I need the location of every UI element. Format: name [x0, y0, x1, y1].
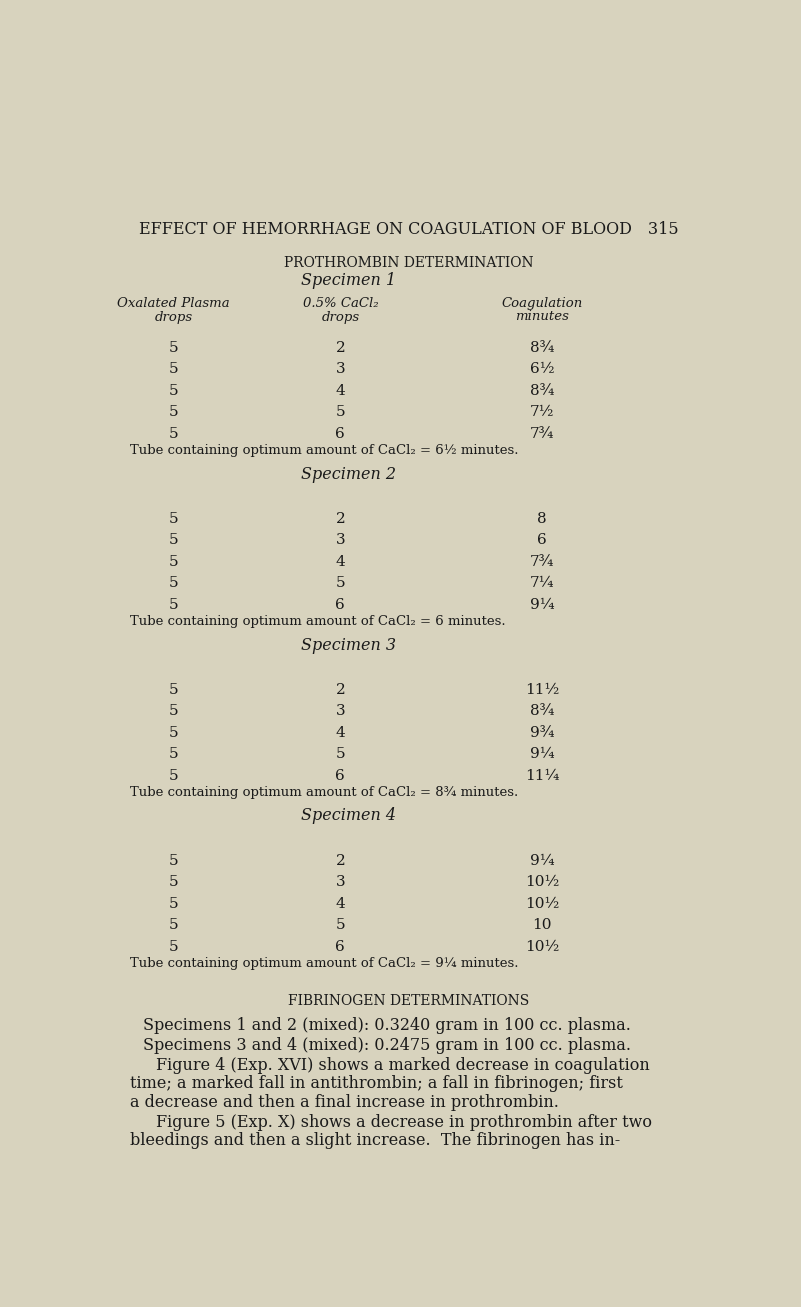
- Text: a decrease and then a final increase in prothrombin.: a decrease and then a final increase in …: [130, 1094, 558, 1111]
- Text: 5: 5: [169, 405, 179, 420]
- Text: 5: 5: [169, 362, 179, 376]
- Text: Tube containing optimum amount of CaCl₂ = 6½ minutes.: Tube containing optimum amount of CaCl₂ …: [130, 444, 518, 457]
- Text: 5: 5: [169, 427, 179, 440]
- Text: 5: 5: [169, 576, 179, 591]
- Text: 5: 5: [169, 555, 179, 569]
- Text: 6: 6: [336, 599, 345, 612]
- Text: 9¾: 9¾: [529, 725, 554, 740]
- Text: FIBRINOGEN DETERMINATIONS: FIBRINOGEN DETERMINATIONS: [288, 993, 529, 1008]
- Text: 8¾: 8¾: [529, 704, 554, 719]
- Text: 2: 2: [336, 853, 345, 868]
- Text: 2: 2: [336, 682, 345, 697]
- Text: Coagulation: Coagulation: [501, 297, 582, 310]
- Text: 6: 6: [537, 533, 547, 548]
- Text: 7¾: 7¾: [529, 427, 554, 440]
- Text: Tube containing optimum amount of CaCl₂ = 8¾ minutes.: Tube containing optimum amount of CaCl₂ …: [130, 787, 517, 800]
- Text: 5: 5: [169, 748, 179, 762]
- Text: 5: 5: [169, 599, 179, 612]
- Text: 3: 3: [336, 704, 345, 719]
- Text: 3: 3: [336, 876, 345, 889]
- Text: Specimen 2: Specimen 2: [300, 465, 396, 482]
- Text: PROTHROMBIN DETERMINATION: PROTHROMBIN DETERMINATION: [284, 256, 533, 271]
- Text: Figure 5 (Exp. X) shows a decrease in prothrombin after two: Figure 5 (Exp. X) shows a decrease in pr…: [156, 1114, 652, 1131]
- Text: 4: 4: [336, 555, 345, 569]
- Text: Tube containing optimum amount of CaCl₂ = 6 minutes.: Tube containing optimum amount of CaCl₂ …: [130, 616, 505, 629]
- Text: 5: 5: [169, 876, 179, 889]
- Text: Specimen 1: Specimen 1: [300, 272, 396, 289]
- Text: Specimens 1 and 2 (mixed): 0.3240 gram in 100 cc. plasma.: Specimens 1 and 2 (mixed): 0.3240 gram i…: [143, 1017, 630, 1034]
- Text: 9¼: 9¼: [529, 599, 554, 612]
- Text: Oxalated Plasma: Oxalated Plasma: [118, 297, 230, 310]
- Text: EFFECT OF HEMORRHAGE ON COAGULATION OF BLOOD 315: EFFECT OF HEMORRHAGE ON COAGULATION OF B…: [139, 221, 678, 238]
- Text: Specimens 3 and 4 (mixed): 0.2475 gram in 100 cc. plasma.: Specimens 3 and 4 (mixed): 0.2475 gram i…: [143, 1036, 630, 1053]
- Text: Figure 4 (Exp. XVI) shows a marked decrease in coagulation: Figure 4 (Exp. XVI) shows a marked decre…: [156, 1057, 650, 1074]
- Text: 5: 5: [336, 748, 345, 762]
- Text: 8¾: 8¾: [529, 341, 554, 354]
- Text: 5: 5: [169, 725, 179, 740]
- Text: Tube containing optimum amount of CaCl₂ = 9¼ minutes.: Tube containing optimum amount of CaCl₂ …: [130, 957, 518, 970]
- Text: 10½: 10½: [525, 897, 559, 911]
- Text: 5: 5: [169, 512, 179, 525]
- Text: 5: 5: [169, 897, 179, 911]
- Text: bleedings and then a slight increase.  The fibrinogen has in-: bleedings and then a slight increase. Th…: [130, 1132, 620, 1149]
- Text: 11½: 11½: [525, 682, 559, 697]
- Text: 5: 5: [169, 682, 179, 697]
- Text: 6½: 6½: [529, 362, 554, 376]
- Text: 5: 5: [169, 384, 179, 397]
- Text: 2: 2: [336, 512, 345, 525]
- Text: 5: 5: [169, 769, 179, 783]
- Text: 5: 5: [336, 919, 345, 932]
- Text: 4: 4: [336, 725, 345, 740]
- Text: Specimen 4: Specimen 4: [300, 808, 396, 825]
- Text: 4: 4: [336, 384, 345, 397]
- Text: 5: 5: [169, 940, 179, 954]
- Text: drops: drops: [321, 311, 360, 324]
- Text: 6: 6: [336, 427, 345, 440]
- Text: 6: 6: [336, 940, 345, 954]
- Text: 5: 5: [169, 853, 179, 868]
- Text: 10: 10: [532, 919, 552, 932]
- Text: drops: drops: [155, 311, 193, 324]
- Text: 5: 5: [169, 704, 179, 719]
- Text: 9¼: 9¼: [529, 853, 554, 868]
- Text: 3: 3: [336, 533, 345, 548]
- Text: 9¼: 9¼: [529, 748, 554, 762]
- Text: 11¼: 11¼: [525, 769, 559, 783]
- Text: 3: 3: [336, 362, 345, 376]
- Text: Specimen 3: Specimen 3: [300, 637, 396, 654]
- Text: 7½: 7½: [529, 405, 554, 420]
- Text: 10½: 10½: [525, 876, 559, 889]
- Text: minutes: minutes: [515, 311, 569, 324]
- Text: 7¼: 7¼: [529, 576, 554, 591]
- Text: 5: 5: [336, 576, 345, 591]
- Text: 4: 4: [336, 897, 345, 911]
- Text: 2: 2: [336, 341, 345, 354]
- Text: 5: 5: [169, 919, 179, 932]
- Text: 7¾: 7¾: [529, 555, 554, 569]
- Text: 8: 8: [537, 512, 547, 525]
- Text: 10½: 10½: [525, 940, 559, 954]
- Text: 0.5% CaCl₂: 0.5% CaCl₂: [303, 297, 378, 310]
- Text: 5: 5: [336, 405, 345, 420]
- Text: 5: 5: [169, 533, 179, 548]
- Text: time; a marked fall in antithrombin; a fall in fibrinogen; first: time; a marked fall in antithrombin; a f…: [130, 1076, 622, 1093]
- Text: 6: 6: [336, 769, 345, 783]
- Text: 8¾: 8¾: [529, 384, 554, 397]
- Text: 5: 5: [169, 341, 179, 354]
